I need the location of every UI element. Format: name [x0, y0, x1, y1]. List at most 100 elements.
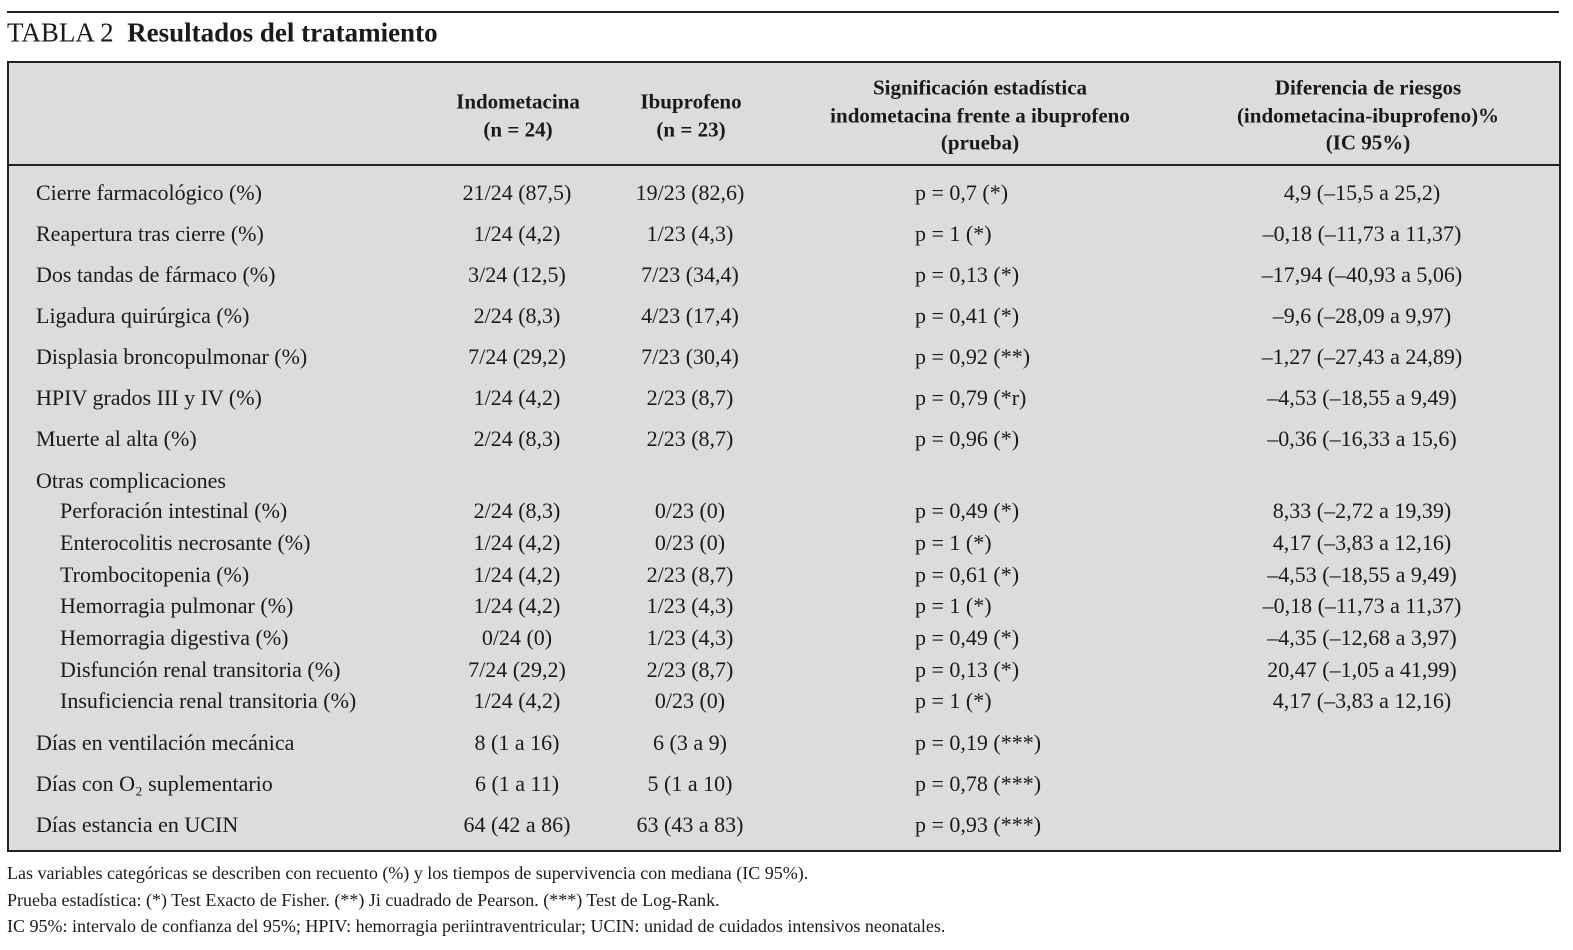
cell: –4,35 (–12,68 a 3,97)	[1267, 625, 1457, 650]
cell: 19/23 (82,6)	[635, 180, 745, 205]
row-label: Trombocitopenia (%)	[60, 562, 250, 587]
cell: 8 (1 a 16)	[474, 730, 560, 755]
table-title: TABLA 2 Resultados del tratamiento	[7, 17, 438, 48]
cell: p = 0,92 (**)	[915, 344, 1031, 369]
cell: –0,36 (–16,33 a 15,6)	[1267, 426, 1457, 451]
footnote: IC 95%: intervalo de confianza del 95%; …	[7, 916, 946, 936]
cell: 63 (43 a 83)	[636, 812, 744, 837]
cell: 8,33 (–2,72 a 19,39)	[1272, 498, 1452, 523]
cell: p = 0,61 (*)	[915, 562, 1020, 587]
cell: 2/23 (8,7)	[646, 657, 734, 682]
table-number: TABLA 2	[7, 17, 114, 48]
cell: 7/24 (29,2)	[468, 657, 566, 682]
cell: 6 (1 a 11)	[474, 771, 560, 796]
cell: 1/23 (4,3)	[646, 221, 734, 246]
footnote: Prueba estadística: (*) Test Exacto de F…	[7, 889, 720, 910]
cell: 0/24 (0)	[481, 625, 553, 650]
cell: p = 0,19 (***)	[915, 730, 1042, 755]
cell: p = 0,7 (*)	[915, 180, 1009, 205]
cell: p = 0,93 (***)	[915, 812, 1042, 837]
row-label: Insuficiencia renal transitoria (%)	[60, 688, 357, 713]
column-header: (indometacina-ibuprofeno)%	[1236, 103, 1500, 127]
cell: p = 1 (*)	[915, 593, 992, 618]
cell: 2/24 (8,3)	[473, 303, 561, 328]
cell: p = 1 (*)	[915, 221, 992, 246]
cell: –0,18 (–11,73 a 11,37)	[1262, 593, 1462, 618]
row-label: Ligadura quirúrgica (%)	[36, 303, 250, 328]
cell: 2/24 (8,3)	[473, 426, 561, 451]
row-label: Hemorragia digestiva (%)	[60, 625, 289, 650]
cell: 7/23 (34,4)	[641, 262, 739, 287]
column-header: (prueba)	[940, 130, 1020, 155]
column-header: Indometacina	[456, 89, 580, 114]
cell: p = 0,78 (***)	[915, 771, 1042, 796]
row-label: Días estancia en UCIN	[36, 812, 239, 837]
column-header: (n = 23)	[656, 117, 726, 141]
cell: 0/23 (0)	[654, 498, 726, 523]
row-label: Días en ventilación mecánica	[36, 730, 295, 755]
row-label: Muerte al alta (%)	[36, 426, 197, 451]
column-header: indometacina frente a ibuprofeno	[830, 103, 1130, 127]
row-label: Cierre farmacológico (%)	[36, 180, 262, 205]
cell: –4,53 (–18,55 a 9,49)	[1267, 562, 1457, 587]
cell: 1/23 (4,3)	[646, 625, 734, 650]
row-label: Hemorragia pulmonar (%)	[60, 593, 294, 618]
cell: p = 0,41 (*)	[915, 303, 1020, 328]
cell: 4,17 (–3,83 a 12,16)	[1272, 530, 1452, 555]
footnote: Las variables categóricas se describen c…	[7, 863, 809, 883]
row-label: Displasia broncopulmonar (%)	[36, 344, 308, 369]
row-label: Días con O₂ suplementario	[36, 771, 273, 796]
row-label: Enterocolitis necrosante (%)	[60, 530, 311, 555]
cell: p = 0,49 (*)	[915, 625, 1020, 650]
column-header: Ibuprofeno	[640, 89, 742, 114]
column-header: (n = 24)	[483, 117, 553, 141]
cell: 20,47 (–1,05 a 41,99)	[1267, 657, 1457, 682]
cell: 64 (42 a 86)	[463, 812, 571, 837]
column-header: Significación estadística	[872, 75, 1088, 100]
cell: –17,94 (–40,93 a 5,06)	[1261, 262, 1463, 287]
cell: 5 (1 a 10)	[647, 771, 733, 796]
cell: 1/24 (4,2)	[473, 562, 561, 587]
row-label: Reapertura tras cierre (%)	[36, 221, 264, 246]
cell: 2/24 (8,3)	[473, 498, 561, 523]
cell: –0,18 (–11,73 a 11,37)	[1262, 221, 1462, 246]
cell: p = 0,13 (*)	[915, 657, 1020, 682]
cell: 2/23 (8,7)	[646, 385, 734, 410]
column-header: (IC 95%)	[1325, 130, 1411, 155]
cell: 0/23 (0)	[654, 688, 726, 713]
row-label: Dos tandas de fármaco (%)	[36, 262, 276, 287]
cell: 4,9 (–15,5 a 25,2)	[1283, 180, 1441, 205]
header-rule	[7, 164, 1561, 166]
cell: 4,17 (–3,83 a 12,16)	[1272, 688, 1452, 713]
cell: 1/23 (4,3)	[646, 593, 734, 618]
cell: 2/23 (8,7)	[646, 562, 734, 587]
cell: 1/24 (4,2)	[473, 688, 561, 713]
cell: p = 0,13 (*)	[915, 262, 1020, 287]
table-box	[7, 61, 1561, 852]
cell: 2/23 (8,7)	[646, 426, 734, 451]
row-label: HPIV grados III y IV (%)	[36, 385, 262, 410]
cell: p = 0,96 (*)	[915, 426, 1020, 451]
cell: p = 1 (*)	[915, 530, 992, 555]
cell: 1/24 (4,2)	[473, 385, 561, 410]
cell: –9,6 (–28,09 a 9,97)	[1272, 303, 1452, 328]
cell: 0/23 (0)	[654, 530, 726, 555]
cell: 7/24 (29,2)	[468, 344, 566, 369]
cell: –1,27 (–27,43 a 24,89)	[1261, 344, 1463, 369]
row-label: Otras complicaciones	[36, 468, 226, 493]
row-label: Perforación intestinal (%)	[60, 498, 288, 523]
cell: 6 (3 a 9)	[653, 730, 727, 755]
column-header: Diferencia de riesgos	[1274, 75, 1462, 100]
cell: p = 1 (*)	[915, 688, 992, 713]
cell: p = 0,79 (*r)	[915, 385, 1027, 410]
cell: 1/24 (4,2)	[473, 530, 561, 555]
cell: 4/23 (17,4)	[641, 303, 739, 328]
row-label: Disfunción renal transitoria (%)	[60, 657, 341, 682]
top-rule	[7, 11, 1559, 13]
cell: 1/24 (4,2)	[473, 593, 561, 618]
cell: 21/24 (87,5)	[462, 180, 572, 205]
cell: 1/24 (4,2)	[473, 221, 561, 246]
table-caption: Resultados del tratamiento	[127, 17, 438, 48]
cell: p = 0,49 (*)	[915, 498, 1020, 523]
